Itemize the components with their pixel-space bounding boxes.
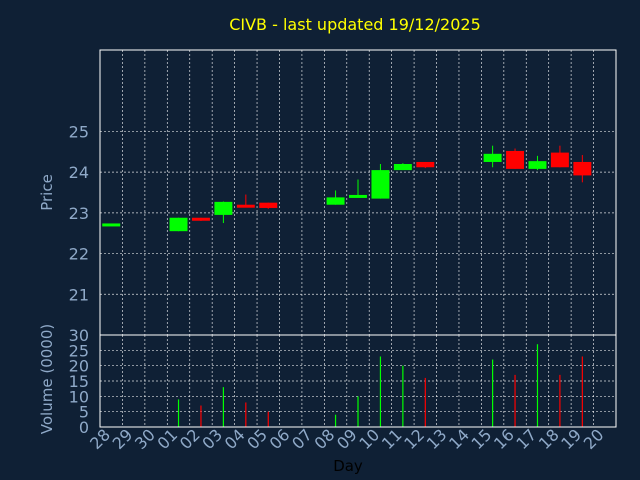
candle-body: [393, 164, 412, 171]
candle-body: [483, 153, 502, 162]
candle: [326, 190, 345, 205]
candle: [416, 161, 435, 169]
candle: [528, 155, 547, 171]
candle-body: [259, 202, 278, 208]
candle-body: [550, 152, 569, 168]
candle-body: [573, 161, 592, 176]
candle-body: [326, 197, 345, 205]
price-tick-label: 25: [69, 122, 89, 141]
candle-body: [371, 170, 390, 199]
candle-body: [191, 217, 210, 221]
x-axis-label: Day: [333, 457, 363, 475]
candle-body: [214, 201, 233, 215]
candles-layer: [102, 145, 592, 232]
price-axis-label: Price: [38, 174, 56, 211]
day-tick-label: 20: [580, 425, 608, 453]
candle: [483, 145, 502, 168]
price-tick-label: 23: [69, 204, 89, 223]
volume-tick-label: 15: [69, 372, 89, 391]
plot-frame: [99, 49, 617, 428]
volume-axis-label: Volume (0000): [38, 324, 56, 434]
volume-tick-label: 0: [79, 418, 89, 437]
candle-body: [528, 161, 547, 169]
candle: [191, 217, 210, 221]
candle: [371, 164, 390, 199]
volume-tick-label: 10: [69, 387, 89, 406]
volume-tick-label: 5: [79, 403, 89, 422]
volume-tick-label: 20: [69, 357, 89, 376]
candle: [259, 202, 278, 209]
chart-title: CIVB - last updated 19/12/2025: [229, 15, 481, 34]
candle: [550, 145, 569, 168]
price-tick-label: 24: [69, 163, 89, 182]
volume-bars-layer: [177, 344, 583, 427]
candle: [214, 201, 233, 224]
price-tick-label: 21: [69, 285, 89, 304]
candle: [393, 163, 412, 171]
volume-tick-label: 30: [69, 326, 89, 345]
candle: [236, 194, 255, 208]
candle: [573, 155, 592, 183]
candle-body: [349, 194, 367, 198]
candle-body: [169, 217, 188, 232]
candle-body: [102, 223, 121, 227]
candle: [169, 217, 188, 232]
candle: [349, 179, 367, 198]
grid-layer: [100, 50, 616, 427]
candle-body: [506, 150, 525, 169]
candle-body: [416, 161, 435, 168]
volume-tick-label: 25: [69, 341, 89, 360]
candle-body: [236, 204, 255, 208]
price-tick-label: 22: [69, 245, 89, 264]
candle: [102, 223, 121, 227]
candle: [506, 148, 525, 169]
volume-panel-frame: [99, 334, 617, 428]
